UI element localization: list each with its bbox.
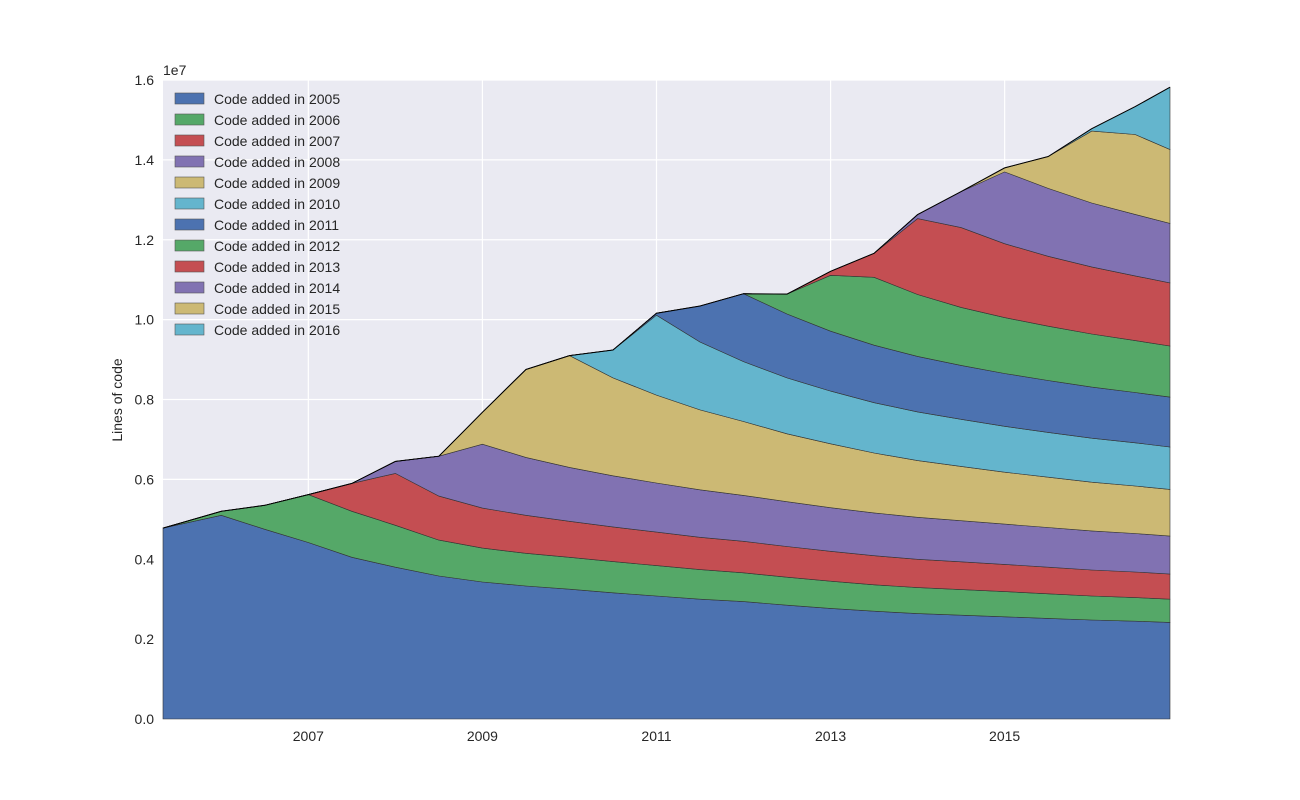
y-multiplier-label: 1e7 [163, 62, 187, 78]
legend-label: Code added in 2012 [214, 238, 340, 254]
legend-entry: Code added in 2016 [174, 322, 340, 338]
legend-entry: Code added in 2009 [174, 175, 340, 191]
legend-swatch [174, 239, 205, 252]
x-tick-label: 2009 [467, 728, 498, 744]
legend-entry: Code added in 2011 [174, 217, 339, 233]
y-tick-label: 0.2 [135, 631, 155, 647]
legend-entry: Code added in 2010 [174, 196, 340, 212]
legend-swatch [174, 302, 205, 315]
legend-label: Code added in 2007 [214, 133, 340, 149]
legend-entry: Code added in 2014 [174, 280, 340, 296]
legend-entry: Code added in 2015 [174, 301, 340, 317]
y-tick-label: 0.6 [135, 471, 155, 487]
legend-label: Code added in 2013 [214, 259, 340, 275]
y-axis-ticks: 0.0 0.2 0.4 0.6 0.8 1.0 1.2 1.4 1.6 [135, 72, 155, 727]
legend-swatch [174, 281, 205, 294]
legend-swatch [174, 134, 205, 147]
total-outline [162, 86, 1171, 529]
legend-entry: Code added in 2006 [174, 112, 340, 128]
legend: Code added in 2005 Code added in 2006 Code… [174, 91, 340, 338]
legend-label: Code added in 2011 [214, 217, 339, 233]
legend-label: Code added in 2005 [214, 91, 340, 107]
x-tick-label: 2015 [989, 728, 1020, 744]
legend-label: Code added in 2015 [214, 301, 340, 317]
y-tick-label: 1.0 [135, 312, 155, 328]
y-tick-label: 0.4 [135, 551, 155, 567]
legend-swatch [174, 260, 205, 273]
legend-entry: Code added in 2007 [174, 133, 340, 149]
x-tick-label: 2013 [815, 728, 846, 744]
legend-swatch [174, 323, 205, 336]
legend-swatch [174, 92, 205, 105]
legend-label: Code added in 2014 [214, 280, 340, 296]
legend-swatch [174, 155, 205, 168]
y-tick-label: 0.0 [135, 711, 155, 727]
y-axis-title: Lines of code [109, 358, 125, 441]
legend-entry: Code added in 2005 [174, 91, 340, 107]
legend-label: Code added in 2006 [214, 112, 340, 128]
legend-label: Code added in 2008 [214, 154, 340, 170]
legend-label: Code added in 2010 [214, 196, 340, 212]
y-tick-label: 1.6 [135, 72, 155, 88]
legend-swatch [174, 218, 205, 231]
legend-swatch [174, 113, 205, 126]
legend-label: Code added in 2016 [214, 322, 340, 338]
y-tick-label: 1.4 [135, 152, 155, 168]
x-tick-label: 2011 [641, 728, 671, 744]
legend-entry: Code added in 2008 [174, 154, 340, 170]
legend-swatch [174, 197, 205, 210]
legend-swatch [174, 176, 205, 189]
x-tick-label: 2007 [293, 728, 324, 744]
y-tick-label: 0.8 [135, 392, 155, 408]
y-tick-label: 1.2 [135, 232, 155, 248]
legend-entry: Code added in 2012 [174, 238, 340, 254]
legend-entry: Code added in 2013 [174, 259, 340, 275]
stacked-areas [162, 86, 1171, 720]
x-axis-ticks: 2007 2009 2011 2013 2015 [293, 728, 1021, 744]
legend-label: Code added in 2009 [214, 175, 340, 191]
